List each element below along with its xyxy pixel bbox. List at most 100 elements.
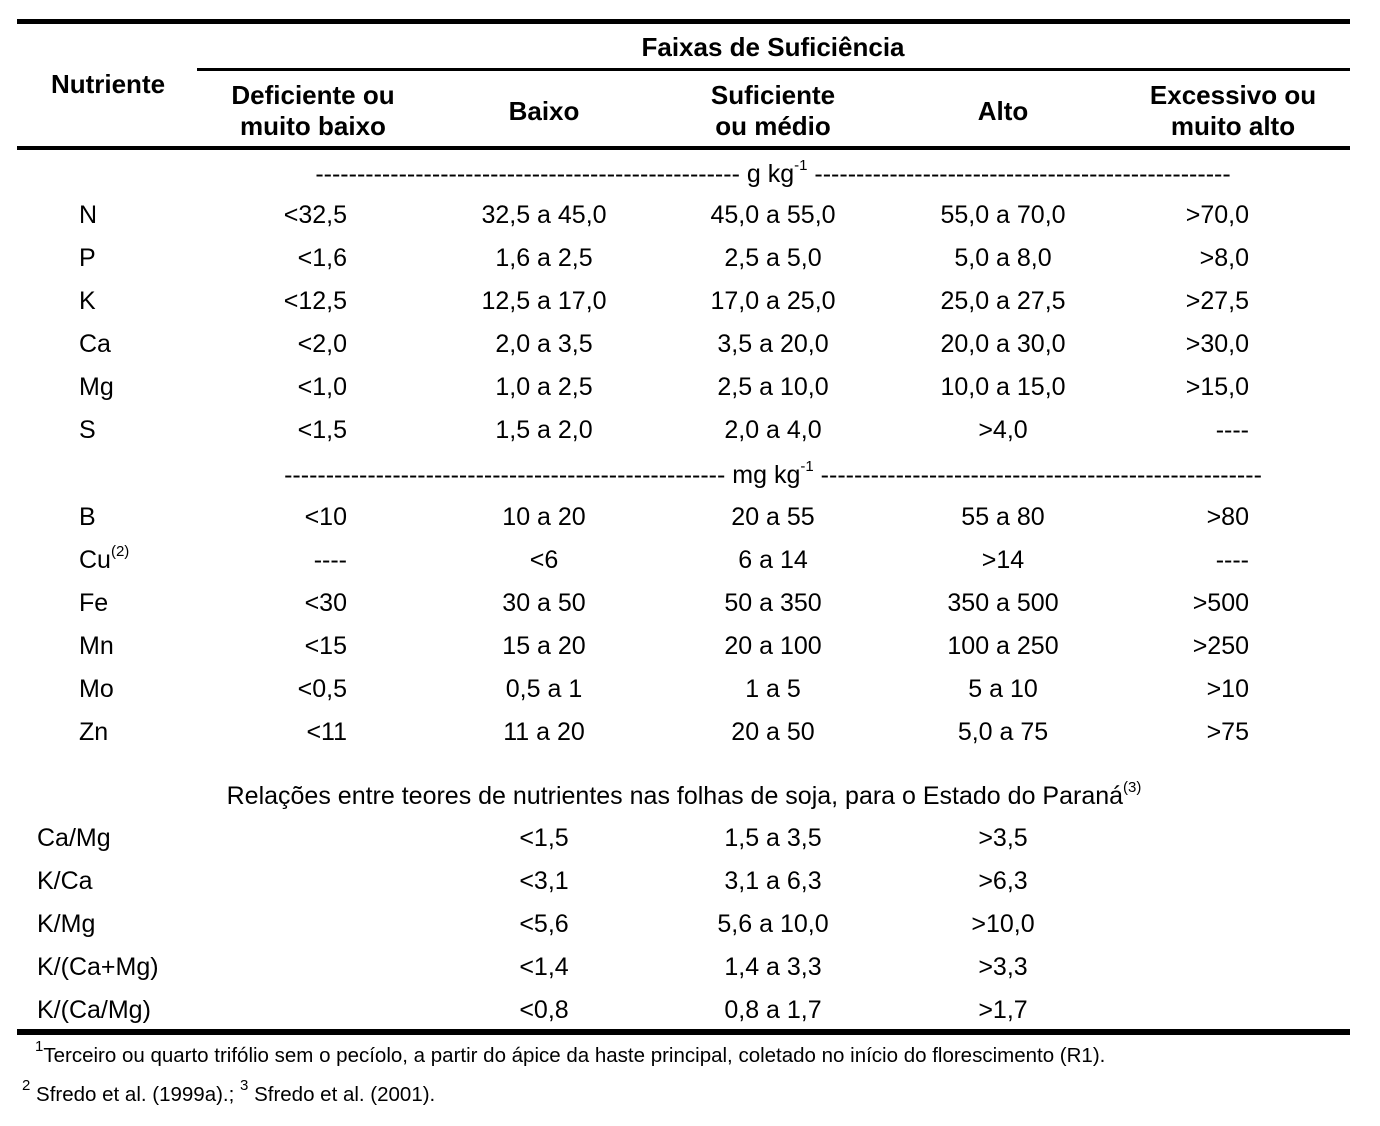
unit-exponent: -1: [794, 156, 808, 174]
relation-name: Ca/Mg: [37, 824, 111, 852]
table-cell: 20,0 a 30,0: [940, 330, 1066, 358]
unit-exponent: -1: [800, 457, 814, 475]
table-cell: 1,0 a 2,5: [495, 373, 593, 401]
table-cell: 5,0 a 8,0: [954, 244, 1052, 272]
table-cell: <1,0: [297, 373, 347, 401]
nutrient-name: Mo: [79, 675, 114, 704]
table-cell: <1,5: [519, 824, 569, 852]
table-cell: <3,1: [519, 867, 569, 895]
table-cell: ----: [313, 546, 347, 574]
table-cell: 32,5 a 45,0: [481, 201, 607, 229]
footnote-2-text: Sfredo et al. (1999a).;: [30, 1083, 241, 1106]
nutrient-symbol: K: [79, 287, 96, 315]
table-cell: 3,1 a 6,3: [724, 867, 822, 895]
table-cell: >15,0: [1185, 373, 1249, 401]
unit-label: g kg: [746, 160, 795, 188]
table-bottom-rule: [17, 1029, 1350, 1035]
table-cell: 5 a 10: [968, 675, 1038, 703]
table-cell: <5,6: [519, 910, 569, 938]
footnote-1-text: Terceiro ou quarto trifólio sem o pecíol…: [43, 1044, 1106, 1067]
nutrient-symbol: Zn: [79, 718, 109, 746]
nutrient-name: Cu(2): [79, 542, 130, 575]
table-cell: >4,0: [978, 416, 1028, 444]
table-cell: <30: [304, 589, 347, 617]
table-cell: 1 a 5: [745, 675, 801, 703]
nutrient-name: Mg: [79, 373, 114, 402]
relations-title-marker: (3): [1123, 778, 1142, 796]
table-cell: <11: [306, 718, 347, 746]
table-cell: 55 a 80: [961, 503, 1045, 531]
column-header-line: Suficiente: [710, 80, 836, 110]
table-cell: 45,0 a 55,0: [710, 201, 836, 229]
table-cell: 20 a 100: [724, 632, 822, 660]
table-cell: >8,0: [1199, 244, 1249, 272]
relation-name: K/Ca: [37, 867, 93, 895]
table-cell: >250: [1192, 632, 1249, 660]
table-cell: <15: [304, 632, 347, 660]
table-cell: 12,5 a 17,0: [481, 287, 607, 315]
unit-divider-dashes: ----------------------------------------…: [315, 160, 747, 188]
table-cell: 1,5 a 3,5: [724, 824, 822, 852]
table-cell: 2,0 a 3,5: [495, 330, 593, 358]
relations-title-text: Relações entre teores de nutrientes nas …: [226, 782, 1124, 810]
unit-divider-dashes: ----------------------------------------…: [284, 461, 733, 489]
table-cell: 20 a 55: [731, 503, 815, 531]
table-cell: >10: [1206, 675, 1249, 703]
nutrient-name: B: [79, 503, 96, 532]
table-cell: 2,5 a 10,0: [717, 373, 829, 401]
table-cell: 3,5 a 20,0: [717, 330, 829, 358]
table-cell: <2,0: [297, 330, 347, 358]
table-cell: 17,0 a 25,0: [710, 287, 836, 315]
table-cell: 1,5 a 2,0: [495, 416, 593, 444]
table-cell: ----: [1215, 416, 1249, 444]
relation-name: K/Mg: [37, 910, 96, 938]
table-cell: >10,0: [971, 910, 1035, 938]
nutrient-name: Zn: [79, 718, 108, 747]
table-cell: 30 a 50: [502, 589, 586, 617]
nutrient-footnote-marker: (2): [110, 542, 130, 560]
table-cell: 5,0 a 75: [957, 718, 1049, 746]
table-cell: <0,5: [297, 675, 347, 703]
nutrient-symbol: S: [79, 416, 96, 444]
nutrient-symbol: Cu: [79, 546, 111, 574]
nutrient-name: Ca: [79, 330, 111, 359]
table-cell: 55,0 a 70,0: [940, 201, 1066, 229]
table-cell: >3,3: [978, 953, 1028, 981]
table-cell: 2,5 a 5,0: [724, 244, 822, 272]
table-cell: 25,0 a 27,5: [940, 287, 1066, 315]
table-cell: 50 a 350: [724, 589, 822, 617]
column-header-line: muito baixo: [240, 111, 386, 141]
table-cell: >80: [1206, 503, 1249, 531]
table-cell: >30,0: [1185, 330, 1249, 358]
nutrient-symbol: N: [79, 201, 98, 229]
unit-divider: ----------------------------------------…: [284, 457, 1262, 490]
table-cell: 0,8 a 1,7: [724, 996, 822, 1024]
column-header-line: Excessivo ou: [1149, 80, 1317, 110]
group-title: Faixas de Suficiência: [641, 32, 905, 62]
nutrient-symbol: Ca: [79, 330, 111, 358]
footnote-3-text: Sfredo et al. (2001).: [248, 1083, 436, 1106]
table-cell: ----: [1215, 546, 1249, 574]
nutrient-symbol: Mo: [79, 675, 114, 703]
table-cell: 10,0 a 15,0: [940, 373, 1066, 401]
group-underline: [197, 68, 1350, 71]
column-header-line: Alto: [977, 96, 1029, 126]
top-rule: [17, 19, 1350, 24]
table-cell: >500: [1192, 589, 1249, 617]
relations-title: Relações entre teores de nutrientes nas …: [226, 778, 1142, 811]
table-cell: <0,8: [519, 996, 569, 1024]
table-cell: >14: [981, 546, 1025, 574]
table-cell: >6,3: [978, 867, 1028, 895]
table-cell: <1,5: [297, 416, 347, 444]
unit-divider-dashes: ----------------------------------------…: [813, 461, 1262, 489]
table-cell: >1,7: [978, 996, 1028, 1024]
relation-name: K/(Ca/Mg): [37, 996, 151, 1024]
column-header-line: Deficiente ou: [231, 80, 395, 110]
nutrient-symbol: Fe: [79, 589, 109, 617]
relation-name: K/(Ca+Mg): [37, 953, 159, 981]
table-cell: >75: [1206, 718, 1249, 746]
nutrient-symbol: B: [79, 503, 96, 531]
nutrient-symbol: Mg: [79, 373, 114, 401]
table-cell: 11 a 20: [503, 718, 585, 746]
